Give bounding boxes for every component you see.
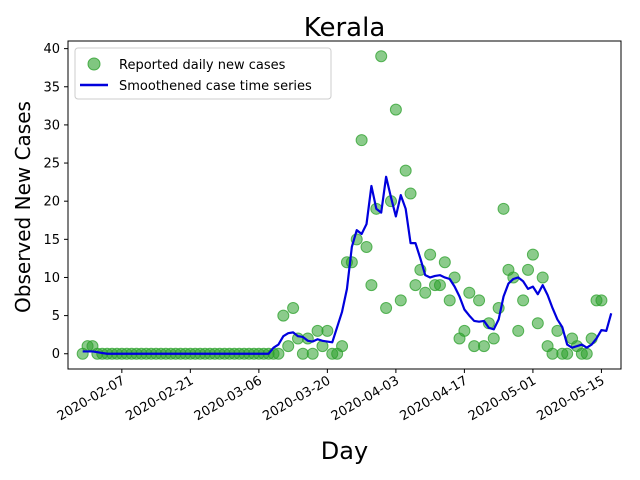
scatter-point	[473, 294, 486, 307]
x-tick-label: 2020-02-07	[55, 373, 128, 424]
x-tick-label: 2020-05-01	[466, 373, 539, 424]
smoothed-series-line	[82, 175, 613, 355]
scatter-point	[512, 324, 525, 337]
legend: Reported daily new cases Smoothened case…	[74, 47, 332, 100]
scatter-point	[526, 248, 539, 261]
scatter-point	[443, 294, 456, 307]
scatter-point	[531, 317, 544, 330]
x-tick-label: 2020-02-21	[123, 373, 196, 424]
scatter-point	[438, 256, 451, 269]
plot-frame	[67, 40, 622, 370]
scatter-point	[375, 50, 388, 63]
x-axis-title: Day	[321, 437, 368, 465]
y-tick-label: 10	[43, 271, 60, 286]
scatter-point	[404, 187, 417, 200]
x-tick-label: 2020-04-03	[329, 373, 402, 424]
scatter-point	[277, 309, 290, 322]
scatter-point	[380, 301, 393, 314]
legend-box	[74, 47, 332, 100]
x-tick-label: 2020-04-17	[397, 373, 470, 424]
scatter-point	[394, 294, 407, 307]
chart-title: Kerala	[304, 13, 386, 43]
y-axis-ticks: 0 5 10 15 20 25 30 35 40	[43, 42, 68, 362]
scatter-point	[282, 340, 295, 353]
scatter-point	[433, 279, 446, 292]
legend-label-smoothened: Smoothened case time series	[119, 79, 312, 94]
scatter-point	[399, 164, 412, 177]
scatter-point	[561, 347, 574, 360]
scatter-point	[287, 301, 300, 314]
y-tick-label: 40	[43, 42, 60, 57]
scatter-point	[448, 271, 461, 284]
scatter-point	[360, 240, 373, 253]
y-axis-title: Observed New Cases	[11, 101, 35, 313]
scatter-point	[424, 248, 437, 261]
y-tick-label: 20	[43, 195, 60, 210]
scatter-point	[522, 263, 535, 276]
scatter-point	[419, 286, 432, 299]
scatter-point	[365, 279, 378, 292]
x-axis-ticks: 2020-02-072020-02-212020-03-062020-03-20…	[55, 369, 607, 424]
scatter-point	[321, 324, 334, 337]
y-tick-label: 30	[43, 118, 60, 133]
scatter-layer	[76, 50, 608, 360]
scatter-point	[389, 103, 402, 116]
y-tick-label: 15	[43, 233, 60, 248]
scatter-point	[345, 256, 358, 269]
y-tick-label: 25	[43, 157, 60, 172]
line-layer	[82, 175, 613, 355]
scatter-point	[458, 324, 471, 337]
y-tick-label: 35	[43, 80, 60, 95]
x-tick-label: 2020-03-20	[260, 373, 333, 424]
scatter-point	[272, 347, 285, 360]
scatter-point	[336, 340, 349, 353]
scatter-point	[355, 134, 368, 147]
scatter-point	[487, 332, 500, 345]
legend-label-reported: Reported daily new cases	[119, 58, 286, 73]
scatter-point	[463, 286, 476, 299]
scatter-point	[306, 347, 319, 360]
scatter-point	[580, 347, 593, 360]
legend-marker-reported	[87, 57, 101, 71]
scatter-point	[517, 294, 530, 307]
scatter-point	[595, 294, 608, 307]
y-tick-label: 0	[52, 347, 60, 362]
scatter-point	[536, 271, 549, 284]
x-tick-label: 2020-03-06	[192, 373, 265, 424]
y-tick-label: 5	[52, 309, 60, 324]
x-tick-label: 2020-05-15	[534, 373, 607, 424]
scatter-point	[409, 279, 422, 292]
scatter-point	[477, 340, 490, 353]
scatter-point	[497, 202, 510, 215]
